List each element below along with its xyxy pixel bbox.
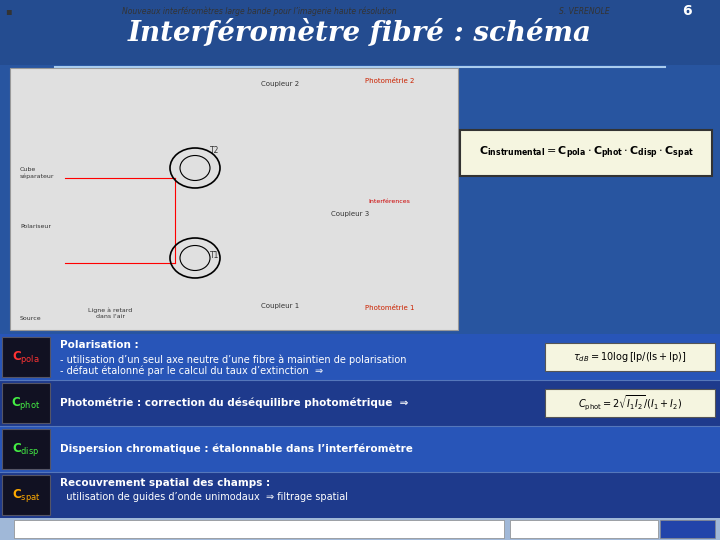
Text: T2: T2 — [210, 146, 220, 155]
Bar — [460, 130, 712, 176]
Text: Cube
séparateur: Cube séparateur — [20, 167, 55, 179]
Bar — [545, 389, 715, 417]
Bar — [2, 429, 50, 469]
Bar — [0, 334, 720, 380]
Text: Photométrie 1: Photométrie 1 — [365, 305, 415, 311]
Text: utilisation de guides d’onde unimodaux  ⇒ filtrage spatial: utilisation de guides d’onde unimodaux ⇒… — [60, 492, 348, 502]
Text: S. VERENOLE: S. VERENOLE — [559, 6, 609, 16]
Bar — [545, 343, 715, 371]
Text: $\mathbf{C}_{\mathbf{instrumental}}$$= \mathbf{C}_{\mathbf{pola}} \cdot \mathbf{: $\mathbf{C}_{\mathbf{instrumental}}$$= \… — [479, 145, 693, 161]
Text: - utilisation d’un seul axe neutre d’une fibre à maintien de polarisation: - utilisation d’un seul axe neutre d’une… — [60, 354, 407, 364]
Bar — [660, 520, 715, 538]
Text: Coupleur 3: Coupleur 3 — [331, 211, 369, 217]
Text: Polariseur: Polariseur — [20, 224, 51, 229]
Text: Photométrie 2: Photométrie 2 — [365, 78, 415, 84]
Bar — [0, 0, 720, 65]
Text: $C_{\mathrm{phot}} = 2\sqrt{I_1 I_2}/(I_1+I_2)$: $C_{\mathrm{phot}} = 2\sqrt{I_1 I_2}/(I_… — [578, 394, 682, 413]
Text: Source: Source — [20, 316, 42, 321]
Bar — [0, 426, 720, 472]
Bar — [10, 68, 458, 330]
Text: C$_{\mathrm{pola}}$: C$_{\mathrm{pola}}$ — [12, 348, 40, 366]
Text: $\tau_{dB}= 10\log\left[\mathrm{Ip/(Is+Ip)}\right]$: $\tau_{dB}= 10\log\left[\mathrm{Ip/(Is+I… — [573, 350, 687, 364]
Text: Interféromètre fibré : schéma: Interféromètre fibré : schéma — [128, 19, 592, 47]
Text: Polarisation :: Polarisation : — [60, 341, 139, 350]
Text: C$_{\mathrm{spat}}$: C$_{\mathrm{spat}}$ — [12, 487, 40, 503]
Text: - défaut étalonné par le calcul du taux d’extinction  ⇒: - défaut étalonné par le calcul du taux … — [60, 366, 323, 376]
Bar — [510, 520, 658, 538]
Text: 6: 6 — [682, 4, 692, 18]
Bar — [14, 520, 504, 538]
Bar — [2, 383, 50, 422]
Text: Photométrie : correction du déséquilibre photométrique  ⇒: Photométrie : correction du déséquilibre… — [60, 398, 408, 408]
Text: C$_{\mathrm{phot}}$: C$_{\mathrm{phot}}$ — [12, 395, 40, 411]
Text: Ligne à retard
dans l'air: Ligne à retard dans l'air — [88, 307, 132, 319]
Bar — [0, 472, 720, 518]
Text: Interférences: Interférences — [368, 199, 410, 204]
Text: Nouveaux interféromètres large bande pour l’imagerie haute résolution: Nouveaux interféromètres large bande pou… — [122, 6, 396, 16]
Bar — [2, 475, 50, 515]
Bar — [0, 518, 720, 540]
Text: Dispersion chromatique : étalonnable dans l’interféromètre: Dispersion chromatique : étalonnable dan… — [60, 444, 413, 454]
Text: Coupleur 1: Coupleur 1 — [261, 303, 299, 309]
Text: ▪: ▪ — [5, 6, 12, 16]
Bar — [0, 0, 720, 65]
Bar — [2, 338, 50, 376]
Bar — [0, 380, 720, 426]
Text: Coupleur 2: Coupleur 2 — [261, 81, 299, 87]
Text: T1: T1 — [210, 251, 220, 260]
Text: Recouvrement spatial des champs :: Recouvrement spatial des champs : — [60, 478, 270, 489]
Text: C$_{\mathrm{disp}}$: C$_{\mathrm{disp}}$ — [12, 441, 40, 457]
